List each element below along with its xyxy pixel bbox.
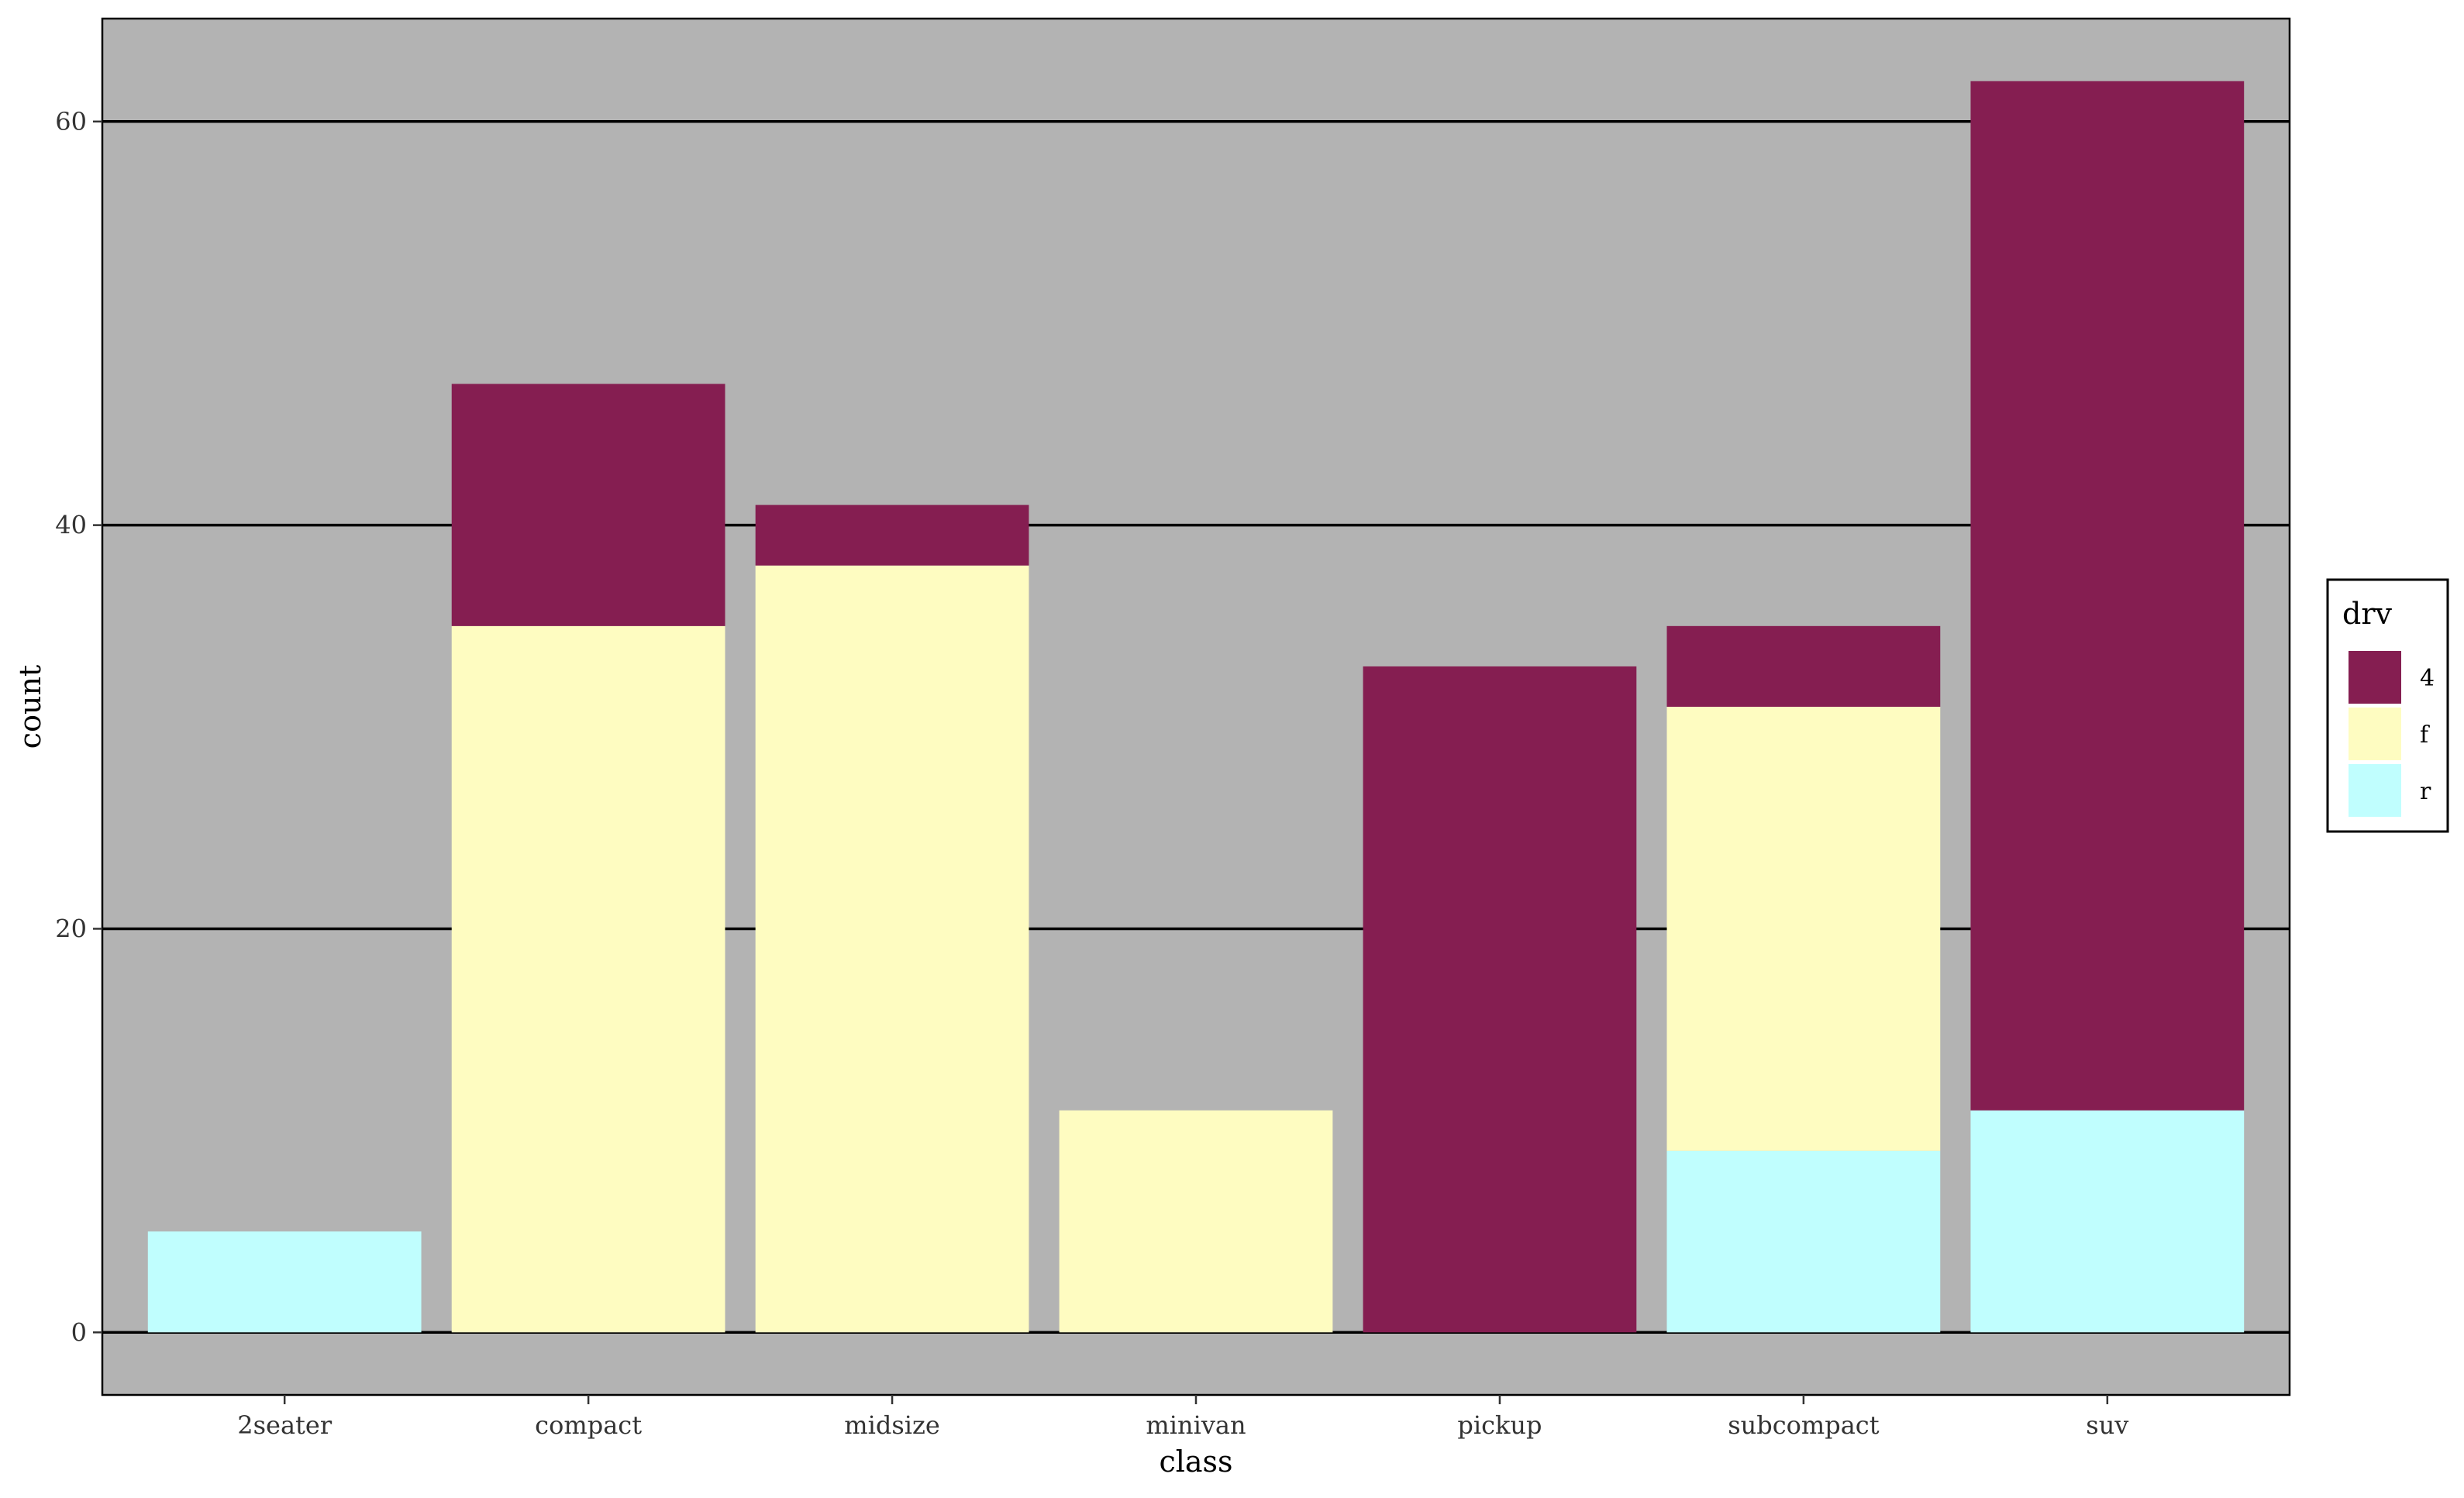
- x-tick-label-suv: suv: [2086, 1410, 2128, 1440]
- bar-subcompact-f: [1666, 707, 1941, 1151]
- y-axis: 0 20 40 60: [55, 107, 102, 1347]
- legend-label-f: f: [2420, 721, 2430, 749]
- legend-label-r: r: [2420, 778, 2431, 805]
- legend-label-4: 4: [2420, 665, 2435, 692]
- bars: [147, 81, 2245, 1333]
- y-tick-label-40: 40: [55, 511, 87, 540]
- legend-title: drv: [2342, 597, 2392, 631]
- y-tick-label-60: 60: [55, 107, 87, 136]
- bar-compact-4: [451, 384, 725, 626]
- bar-subcompact-r: [1666, 1150, 1941, 1333]
- bar-midsize-4: [755, 504, 1029, 566]
- bar-minivan-f: [1059, 1110, 1333, 1333]
- bar-pickup-4: [1363, 666, 1637, 1333]
- x-axis-title: class: [1159, 1445, 1232, 1479]
- bar-suv-4: [1970, 81, 2245, 1111]
- bar-2seater-r: [147, 1231, 422, 1333]
- x-tick-label-2seater: 2seater: [237, 1410, 333, 1440]
- legend-key-4: [2349, 651, 2401, 704]
- legend: drv 4 f r: [2326, 578, 2449, 833]
- legend-key-r: [2349, 764, 2401, 817]
- bar-midsize-f: [755, 565, 1029, 1333]
- x-tick-label-minivan: minivan: [1146, 1410, 1246, 1440]
- bar-suv-r: [1970, 1110, 2245, 1333]
- bar-subcompact-4: [1666, 625, 1941, 707]
- x-tick-label-subcompact: subcompact: [1728, 1410, 1880, 1440]
- x-tick-label-compact: compact: [535, 1410, 642, 1440]
- y-tick-label-20: 20: [55, 914, 87, 943]
- x-tick-label-pickup: pickup: [1457, 1410, 1542, 1440]
- y-tick-label-0: 0: [71, 1317, 87, 1347]
- bar-compact-f: [451, 625, 725, 1333]
- x-axis: 2seater compact midsize minivan pickup subcom…: [237, 1395, 2128, 1440]
- legend-key-f: [2349, 708, 2401, 760]
- y-axis-title: count: [13, 665, 47, 749]
- x-tick-label-midsize: midsize: [844, 1410, 940, 1440]
